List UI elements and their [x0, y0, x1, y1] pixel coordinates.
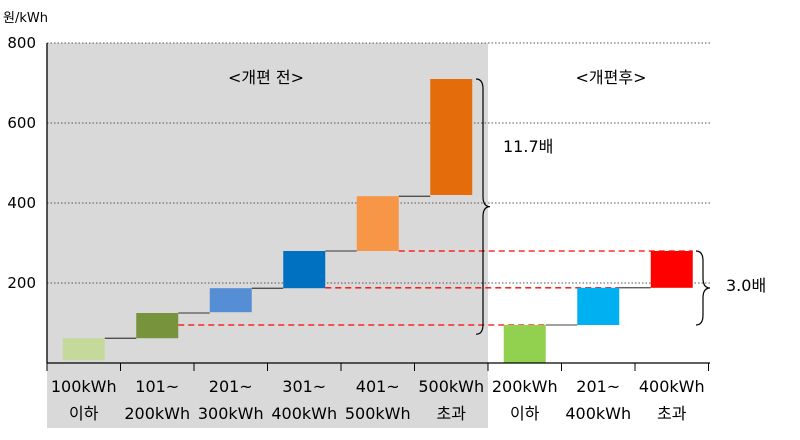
- category-label: 초과: [437, 404, 467, 423]
- category-label: 100kWh: [51, 377, 117, 396]
- y-tick-label: 600: [7, 114, 36, 132]
- y-tick-label: 400: [7, 194, 36, 212]
- bar: [136, 313, 179, 339]
- category-label: 초과: [657, 404, 687, 423]
- category-label: 101~: [135, 377, 179, 396]
- ratio-label-before: 11.7배: [503, 137, 553, 156]
- category-label: 201~: [576, 377, 620, 396]
- category-label: 201~: [209, 377, 253, 396]
- category-label: 이하: [69, 404, 99, 423]
- category-label: 이하: [510, 404, 540, 423]
- y-axis-unit-label: 원/kWh: [3, 11, 48, 26]
- category-label: 400kWh: [639, 377, 705, 396]
- category-label: 401~: [356, 377, 400, 396]
- category-label: 200kWh: [492, 377, 558, 396]
- y-tick-label: 800: [7, 34, 36, 52]
- category-label: 301~: [282, 377, 326, 396]
- period-label-after: <개편후>: [576, 68, 647, 87]
- bar: [209, 288, 252, 313]
- bar: [283, 251, 326, 289]
- category-label: 300kWh: [198, 404, 264, 423]
- period-label-before: <개편 전>: [228, 68, 304, 87]
- category-label: 200kWh: [124, 404, 190, 423]
- category-label: 500kWh: [418, 377, 484, 396]
- category-label: 400kWh: [565, 404, 631, 423]
- bar: [62, 338, 105, 361]
- bar: [356, 196, 399, 251]
- bar: [503, 325, 546, 363]
- bar: [577, 287, 620, 325]
- ratio-label-after: 3.0배: [726, 276, 766, 295]
- category-label: 500kWh: [345, 404, 411, 423]
- brace-after: [695, 250, 711, 326]
- bar: [430, 79, 473, 195]
- brace-before: [475, 78, 491, 335]
- bar: [650, 251, 693, 288]
- y-tick-label: 200: [7, 274, 36, 292]
- category-label: 400kWh: [271, 404, 337, 423]
